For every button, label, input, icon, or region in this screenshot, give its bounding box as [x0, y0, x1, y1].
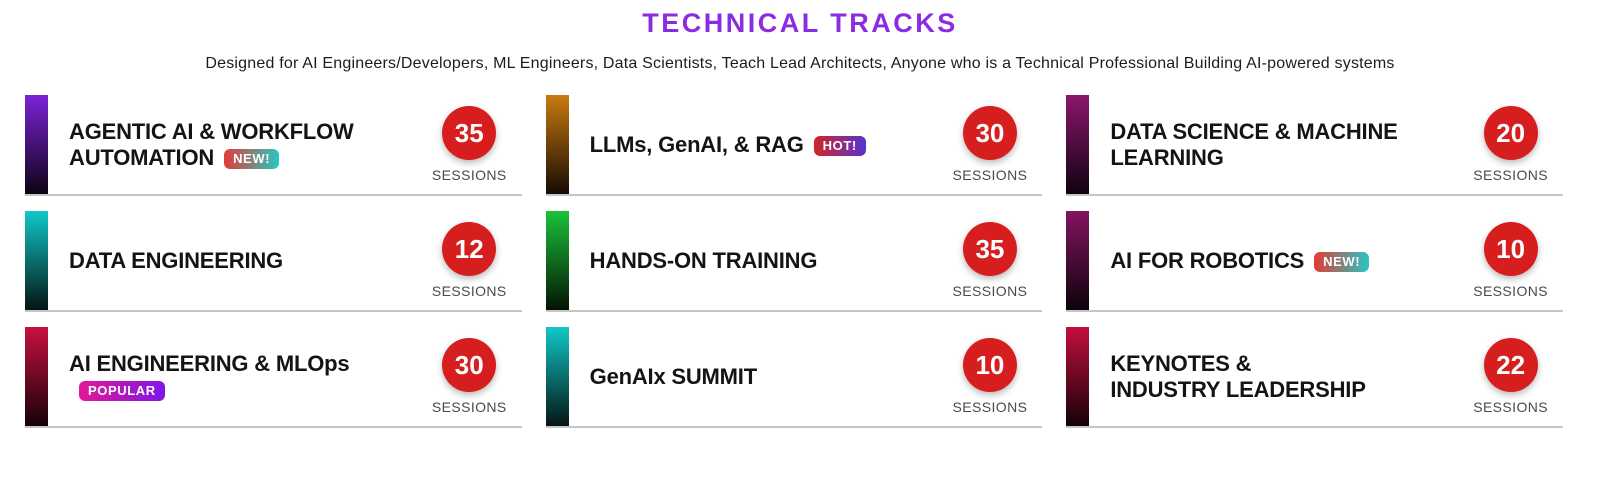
track-color-bar	[545, 211, 569, 310]
session-count-circle: 35	[962, 222, 1017, 276]
track-title: DATA SCIENCE & MACHINE LEARNING	[1110, 118, 1398, 171]
track-title: AI FOR ROBOTICS NEW!	[1110, 247, 1370, 274]
session-count-circle: 12	[442, 222, 497, 276]
track-badge: HOT!	[813, 135, 866, 156]
page-title: TECHNICAL TRACKS	[642, 8, 958, 38]
track-color-bar	[1066, 95, 1090, 194]
session-count-circle: 30	[442, 338, 497, 392]
track-title: AGENTIC AI & WORKFLOW AUTOMATION NEW!	[69, 119, 354, 171]
session-count: 35	[454, 117, 484, 148]
track-badge: NEW!	[224, 148, 280, 169]
track-title: DATA ENGINEERING	[69, 248, 283, 274]
page-subtitle: Designed for AI Engineers/Developers, ML…	[205, 55, 1395, 72]
track-color-bar	[25, 211, 48, 310]
track-card-ai-engineering-mlops[interactable]: AI ENGINEERING & MLOps POPULAR 30 SESSION…	[25, 327, 522, 428]
track-title-text: AGENTIC AI & WORKFLOW AUTOMATION	[69, 118, 354, 170]
track-title-text: DATA ENGINEERING	[69, 247, 283, 273]
session-count: 10	[975, 349, 1005, 380]
sessions-label: SESSIONS	[431, 167, 507, 183]
track-sessions-block: 22 SESSIONS	[1473, 327, 1563, 426]
session-count-circle: 20	[1483, 106, 1538, 160]
track-card-data-science-ml[interactable]: DATA SCIENCE & MACHINE LEARNING 20 SESSI…	[1066, 95, 1563, 196]
sessions-label: SESSIONS	[952, 399, 1028, 415]
track-badge: POPULAR	[79, 380, 165, 401]
session-count: 12	[454, 233, 484, 264]
track-sessions-block: 12 SESSIONS	[432, 211, 522, 310]
sessions-label: SESSIONS	[952, 167, 1028, 183]
track-title: HANDS-ON TRAINING	[590, 248, 818, 274]
track-card-agentic-ai[interactable]: AGENTIC AI & WORKFLOW AUTOMATION NEW! 35 …	[25, 95, 522, 196]
track-color-bar	[545, 95, 569, 194]
track-title-text: KEYNOTES & INDUSTRY LEADERSHIP	[1110, 350, 1366, 402]
track-content: KEYNOTES & INDUSTRY LEADERSHIP	[1089, 327, 1473, 426]
sessions-label: SESSIONS	[431, 283, 507, 299]
track-title-text: LLMs, GenAI, & RAG	[589, 131, 804, 157]
track-title-text: AI FOR ROBOTICS	[1110, 247, 1305, 273]
track-color-bar	[25, 327, 48, 426]
track-sessions-block: 35 SESSIONS	[953, 211, 1043, 310]
track-content: AI ENGINEERING & MLOps POPULAR	[48, 327, 432, 426]
track-color-bar	[25, 95, 48, 194]
track-content: DATA ENGINEERING	[48, 211, 432, 310]
session-count-circle: 30	[962, 106, 1017, 160]
session-count-circle: 22	[1483, 338, 1538, 392]
track-color-bar	[1066, 327, 1090, 426]
track-card-hands-on-training[interactable]: HANDS-ON TRAINING 35 SESSIONS	[545, 211, 1043, 312]
session-count: 30	[454, 349, 484, 380]
track-content: LLMs, GenAI, & RAG HOT!	[569, 95, 953, 194]
track-content: HANDS-ON TRAINING	[569, 211, 953, 310]
sessions-label: SESSIONS	[1473, 399, 1548, 415]
session-count-circle: 35	[442, 106, 497, 160]
session-count: 20	[1496, 117, 1526, 148]
track-content: AI FOR ROBOTICS NEW!	[1089, 211, 1473, 310]
session-count-circle: 10	[962, 338, 1017, 392]
session-count: 22	[1496, 349, 1526, 380]
track-sessions-block: 35 SESSIONS	[432, 95, 522, 194]
track-title-text: GenAIx SUMMIT	[589, 363, 758, 389]
sessions-label: SESSIONS	[952, 283, 1028, 299]
track-card-llms-genai-rag[interactable]: LLMs, GenAI, & RAG HOT! 30 SESSIONS	[545, 95, 1043, 196]
track-card-genaix-summit[interactable]: GenAIx SUMMIT 10 SESSIONS	[545, 327, 1043, 428]
track-card-ai-for-robotics[interactable]: AI FOR ROBOTICS NEW! 10 SESSIONS	[1066, 211, 1563, 312]
sessions-label: SESSIONS	[431, 399, 507, 415]
track-color-bar	[1066, 211, 1090, 310]
track-card-keynotes-leadership[interactable]: KEYNOTES & INDUSTRY LEADERSHIP 22 SESSIO…	[1066, 327, 1563, 428]
sessions-label: SESSIONS	[1473, 283, 1548, 299]
session-count-circle: 10	[1483, 222, 1538, 276]
session-count: 30	[975, 117, 1005, 148]
track-sessions-block: 10 SESSIONS	[1473, 211, 1563, 310]
track-title-text: DATA SCIENCE & MACHINE LEARNING	[1110, 118, 1398, 170]
track-content: AGENTIC AI & WORKFLOW AUTOMATION NEW!	[48, 95, 432, 194]
track-title: GenAIx SUMMIT	[589, 363, 758, 390]
session-count: 10	[1496, 233, 1526, 264]
sessions-label: SESSIONS	[1473, 167, 1548, 183]
track-title: KEYNOTES & INDUSTRY LEADERSHIP	[1110, 350, 1366, 403]
track-sessions-block: 10 SESSIONS	[953, 327, 1043, 426]
track-card-data-engineering[interactable]: DATA ENGINEERING 12 SESSIONS	[25, 211, 522, 312]
tracks-grid: AGENTIC AI & WORKFLOW AUTOMATION NEW! 35 …	[0, 95, 1600, 428]
track-color-bar	[545, 327, 569, 426]
track-content: GenAIx SUMMIT	[569, 327, 953, 426]
track-badge: NEW!	[1314, 251, 1370, 272]
track-sessions-block: 30 SESSIONS	[432, 327, 522, 426]
track-sessions-block: 20 SESSIONS	[1473, 95, 1563, 194]
track-sessions-block: 30 SESSIONS	[953, 95, 1043, 194]
track-title-text: AI ENGINEERING & MLOps	[69, 350, 350, 376]
track-content: DATA SCIENCE & MACHINE LEARNING	[1089, 95, 1473, 194]
track-title-text: HANDS-ON TRAINING	[589, 247, 818, 273]
track-title: LLMs, GenAI, & RAG HOT!	[590, 132, 866, 158]
track-title: AI ENGINEERING & MLOps POPULAR	[69, 351, 432, 403]
session-count: 35	[975, 233, 1005, 264]
page-header: TECHNICAL TRACKS Designed for AI Enginee…	[0, 0, 1600, 73]
